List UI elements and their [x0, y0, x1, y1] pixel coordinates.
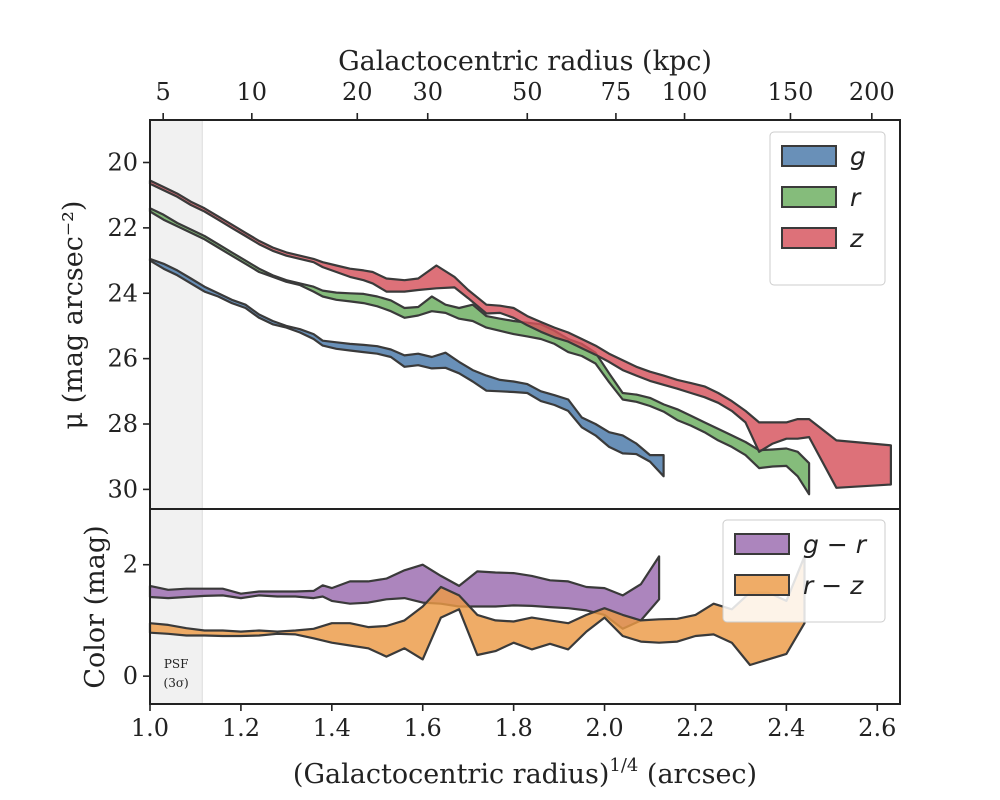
bottom-x-axis-label-exponent: 1/4	[609, 755, 638, 776]
psf-sigma-label: (3σ)	[164, 676, 189, 690]
bottom-x-tick-label: 2.6	[858, 714, 896, 742]
top-x-axis-label: Galactocentric radius (kpc)	[338, 46, 712, 77]
bottom-x-tick-label: 1.8	[495, 714, 533, 742]
top-kpc-tick-label: 200	[849, 78, 895, 106]
bottom-legend-swatch	[734, 574, 790, 596]
bottom-x-axis-label-unit: (arcsec)	[638, 759, 757, 790]
top-legend-swatch	[781, 186, 837, 208]
top-y-tick-label: 28	[107, 410, 138, 438]
top-y-tick-label: 22	[107, 214, 138, 242]
top-legend-swatch	[781, 145, 837, 167]
bottom-psf-shaded-region	[150, 509, 203, 704]
top-band-1	[148, 207, 811, 496]
bottom-x-axis-label-main: (Galactocentric radius)	[293, 759, 609, 790]
top-kpc-tick-label: 50	[512, 78, 543, 106]
top-band-2	[148, 179, 892, 489]
top-legend-label: r	[850, 183, 862, 212]
bottom-legend-label: r − z	[803, 571, 864, 600]
top-legend-label: z	[849, 224, 864, 253]
bottom-x-tick-label: 1.0	[131, 714, 169, 742]
bottom-x-tick-label: 1.6	[404, 714, 442, 742]
top-kpc-tick-label: 10	[237, 78, 268, 106]
surface-brightness-panel: 20 22 24 26 28 30 grz 5 10 20 30 50 75 100 150 200	[107, 78, 901, 510]
top-kpc-tick-label: 20	[342, 78, 373, 106]
bottom-legend-swatch	[734, 533, 790, 555]
bottom-y-tick-label: 2	[123, 551, 138, 579]
bottom-band-1	[148, 555, 806, 667]
top-kpc-tick-label: 75	[601, 78, 632, 106]
top-y-tick-label: 30	[107, 475, 138, 503]
bottom-y-axis-label: Color (mag)	[80, 525, 111, 688]
top-y-tick-label: 20	[107, 148, 138, 176]
top-y-axis-label: μ (mag arcsec⁻²)	[58, 201, 89, 430]
bottom-band-0	[148, 555, 661, 630]
top-kpc-tick-label: 100	[662, 78, 708, 106]
top-y-tick-label: 26	[107, 345, 138, 373]
bottom-x-tick-label: 2.0	[585, 714, 623, 742]
top-psf-shaded-region	[150, 120, 203, 509]
axis-labels: Galactocentric radius (kpc) μ (mag arcse…	[58, 46, 757, 790]
bottom-legend: g − r r − z	[722, 519, 886, 623]
bottom-y-tick-label: 0	[123, 662, 138, 690]
psf-label: PSF	[164, 657, 189, 671]
color-panel: 0 2 g − r r − z 1.0 1.2 1.4 1.6 1.8 2.0 2.2 2.4 2.6 P…	[123, 508, 901, 742]
bottom-frame	[149, 508, 901, 705]
top-y-tick-label: 24	[107, 279, 138, 307]
bottom-legend-label: g − r	[803, 530, 868, 559]
top-band-0	[148, 257, 665, 478]
bottom-x-tick-label: 1.4	[313, 714, 351, 742]
top-legend: grz	[769, 131, 886, 286]
top-legend-swatch	[781, 227, 837, 249]
bottom-x-tick-label: 2.4	[767, 714, 805, 742]
top-legend-label: g	[850, 142, 866, 171]
top-kpc-tick-label: 150	[768, 78, 814, 106]
top-kpc-tick-label: 5	[156, 78, 171, 106]
bottom-x-tick-label: 1.2	[222, 714, 260, 742]
bottom-x-tick-label: 2.2	[676, 714, 714, 742]
bottom-x-axis-label: (Galactocentric radius)1/4 (arcsec)	[293, 755, 757, 790]
top-kpc-tick-label: 30	[412, 78, 443, 106]
